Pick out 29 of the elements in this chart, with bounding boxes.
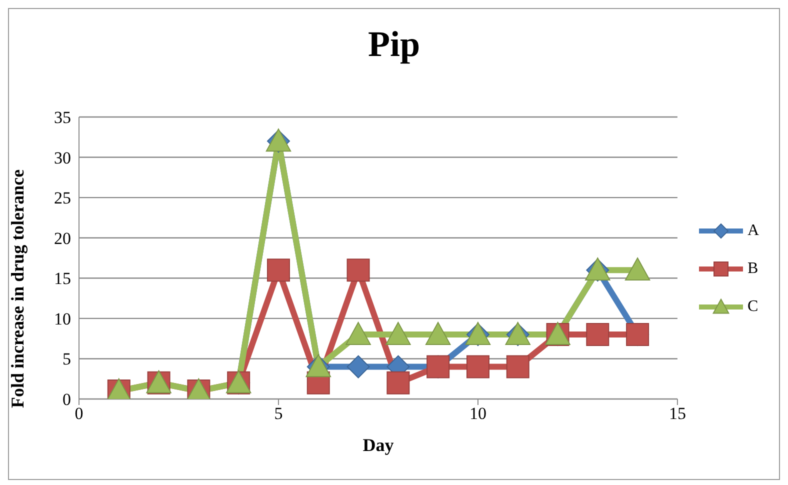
x-axis-title: Day <box>362 435 394 455</box>
point <box>586 323 610 346</box>
y-axis-title: Fold increase in drug tolerance <box>7 169 28 408</box>
point <box>266 258 290 282</box>
point <box>425 322 451 345</box>
point <box>506 355 530 378</box>
y-tick-label: 20 <box>54 228 71 248</box>
x-tick-label: 0 <box>74 404 84 424</box>
point <box>624 257 650 280</box>
x-tick-label: 15 <box>668 404 686 424</box>
y-tick-label: 30 <box>54 148 71 168</box>
chart-title: Pip <box>366 23 421 65</box>
y-tick-label: 35 <box>54 108 71 128</box>
y-tick-label: 15 <box>54 269 71 288</box>
y-tick-label: 5 <box>62 350 71 369</box>
y-tick-label: 25 <box>54 188 71 208</box>
y-tick-label: 10 <box>54 309 71 328</box>
point <box>346 258 370 282</box>
legend-label: B <box>747 260 758 278</box>
x-tick-label: 10 <box>469 404 486 424</box>
x-tick-label: 5 <box>274 404 283 424</box>
legend-label: C <box>747 298 758 316</box>
point <box>466 355 490 378</box>
point <box>346 355 370 378</box>
point <box>386 371 410 394</box>
point <box>386 322 411 345</box>
y-tick-label: 0 <box>62 390 71 410</box>
point <box>346 322 371 345</box>
legend-label: A <box>747 222 759 240</box>
